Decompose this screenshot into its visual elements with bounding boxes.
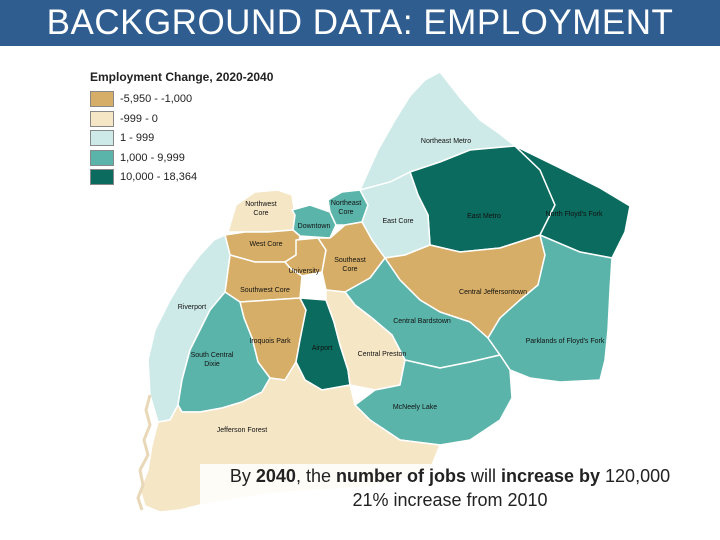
legend-label: 1 - 999: [120, 132, 155, 144]
legend-label: 1,000 - 9,999: [120, 152, 185, 164]
label-parklands: Parklands of Floyd's Fork: [526, 338, 605, 345]
legend-label: -5,950 - -1,000: [120, 93, 193, 105]
caption-line-1: By 2040, the number of jobs will increas…: [200, 464, 700, 488]
legend-title: Employment Change, 2020-2040: [90, 70, 274, 84]
legend-label: 10,000 - 18,364: [120, 171, 198, 183]
legend-swatch: [90, 111, 114, 127]
label-airport: Airport: [312, 345, 333, 352]
caption-text: By: [229, 466, 256, 486]
caption-text: , the: [295, 466, 336, 486]
label-northeast-core-2: Core: [338, 209, 353, 216]
label-jefferson-forest: Jefferson Forest: [217, 427, 268, 434]
label-southeast-core-2: Core: [342, 266, 357, 273]
label-south-central-dixie-2: Dixie: [204, 361, 220, 368]
label-northwest-core-2: Core: [253, 210, 268, 217]
label-east-metro: East Metro: [467, 213, 501, 220]
region-parklands[interactable]: [487, 234, 613, 383]
label-central-bardstown: Central Bardstown: [393, 318, 451, 325]
label-central-preston: Central Preston: [358, 351, 407, 358]
label-south-central-dixie-1: South Central: [191, 352, 234, 359]
caption: By 2040, the number of jobs will increas…: [200, 464, 700, 512]
caption-text: will: [465, 466, 501, 486]
page-title: BACKGROUND DATA: EMPLOYMENT: [46, 3, 674, 42]
caption-text: 120,000: [600, 466, 671, 486]
label-east-core: East Core: [382, 218, 413, 225]
label-northwest-core-1: Northwest: [245, 201, 277, 208]
caption-year: 2040: [255, 466, 296, 486]
label-central-jeffersontown: Central Jeffersontown: [459, 289, 527, 296]
label-northeast-core-1: Northeast: [331, 200, 361, 207]
river-edge: [136, 394, 152, 511]
legend-swatch: [90, 130, 114, 146]
legend-swatch: [90, 150, 114, 166]
legend-item: 10,000 - 18,364: [90, 169, 197, 185]
legend-item: -999 - 0: [90, 111, 158, 127]
label-downtown: Downtown: [298, 223, 331, 230]
label-southeast-core-1: Southeast: [334, 257, 366, 264]
label-riverport: Riverport: [178, 304, 206, 311]
caption-emphasis: increase by: [500, 466, 601, 486]
legend-swatch: [90, 169, 114, 185]
legend-label: -999 - 0: [120, 113, 158, 125]
caption-line-2: 21% increase from 2010: [352, 490, 548, 510]
label-southwest-core: Southwest Core: [240, 287, 290, 294]
label-mcneely-lake: McNeely Lake: [393, 404, 437, 411]
legend-item: 1,000 - 9,999: [90, 150, 185, 166]
title-bar: BACKGROUND DATA: EMPLOYMENT: [0, 0, 720, 46]
legend-item: 1 - 999: [90, 130, 154, 146]
label-iroquois-park: Iroquois Park: [249, 338, 291, 345]
caption-emphasis: number of jobs: [335, 466, 466, 486]
label-west-core: West Core: [250, 241, 283, 248]
legend-swatch: [90, 91, 114, 107]
label-northeast-metro: Northeast Metro: [421, 138, 471, 145]
label-university: University: [289, 268, 320, 275]
label-north-floyds-fork: North Floyd's Fork: [546, 211, 603, 218]
legend-item: -5,950 - -1,000: [90, 91, 192, 107]
